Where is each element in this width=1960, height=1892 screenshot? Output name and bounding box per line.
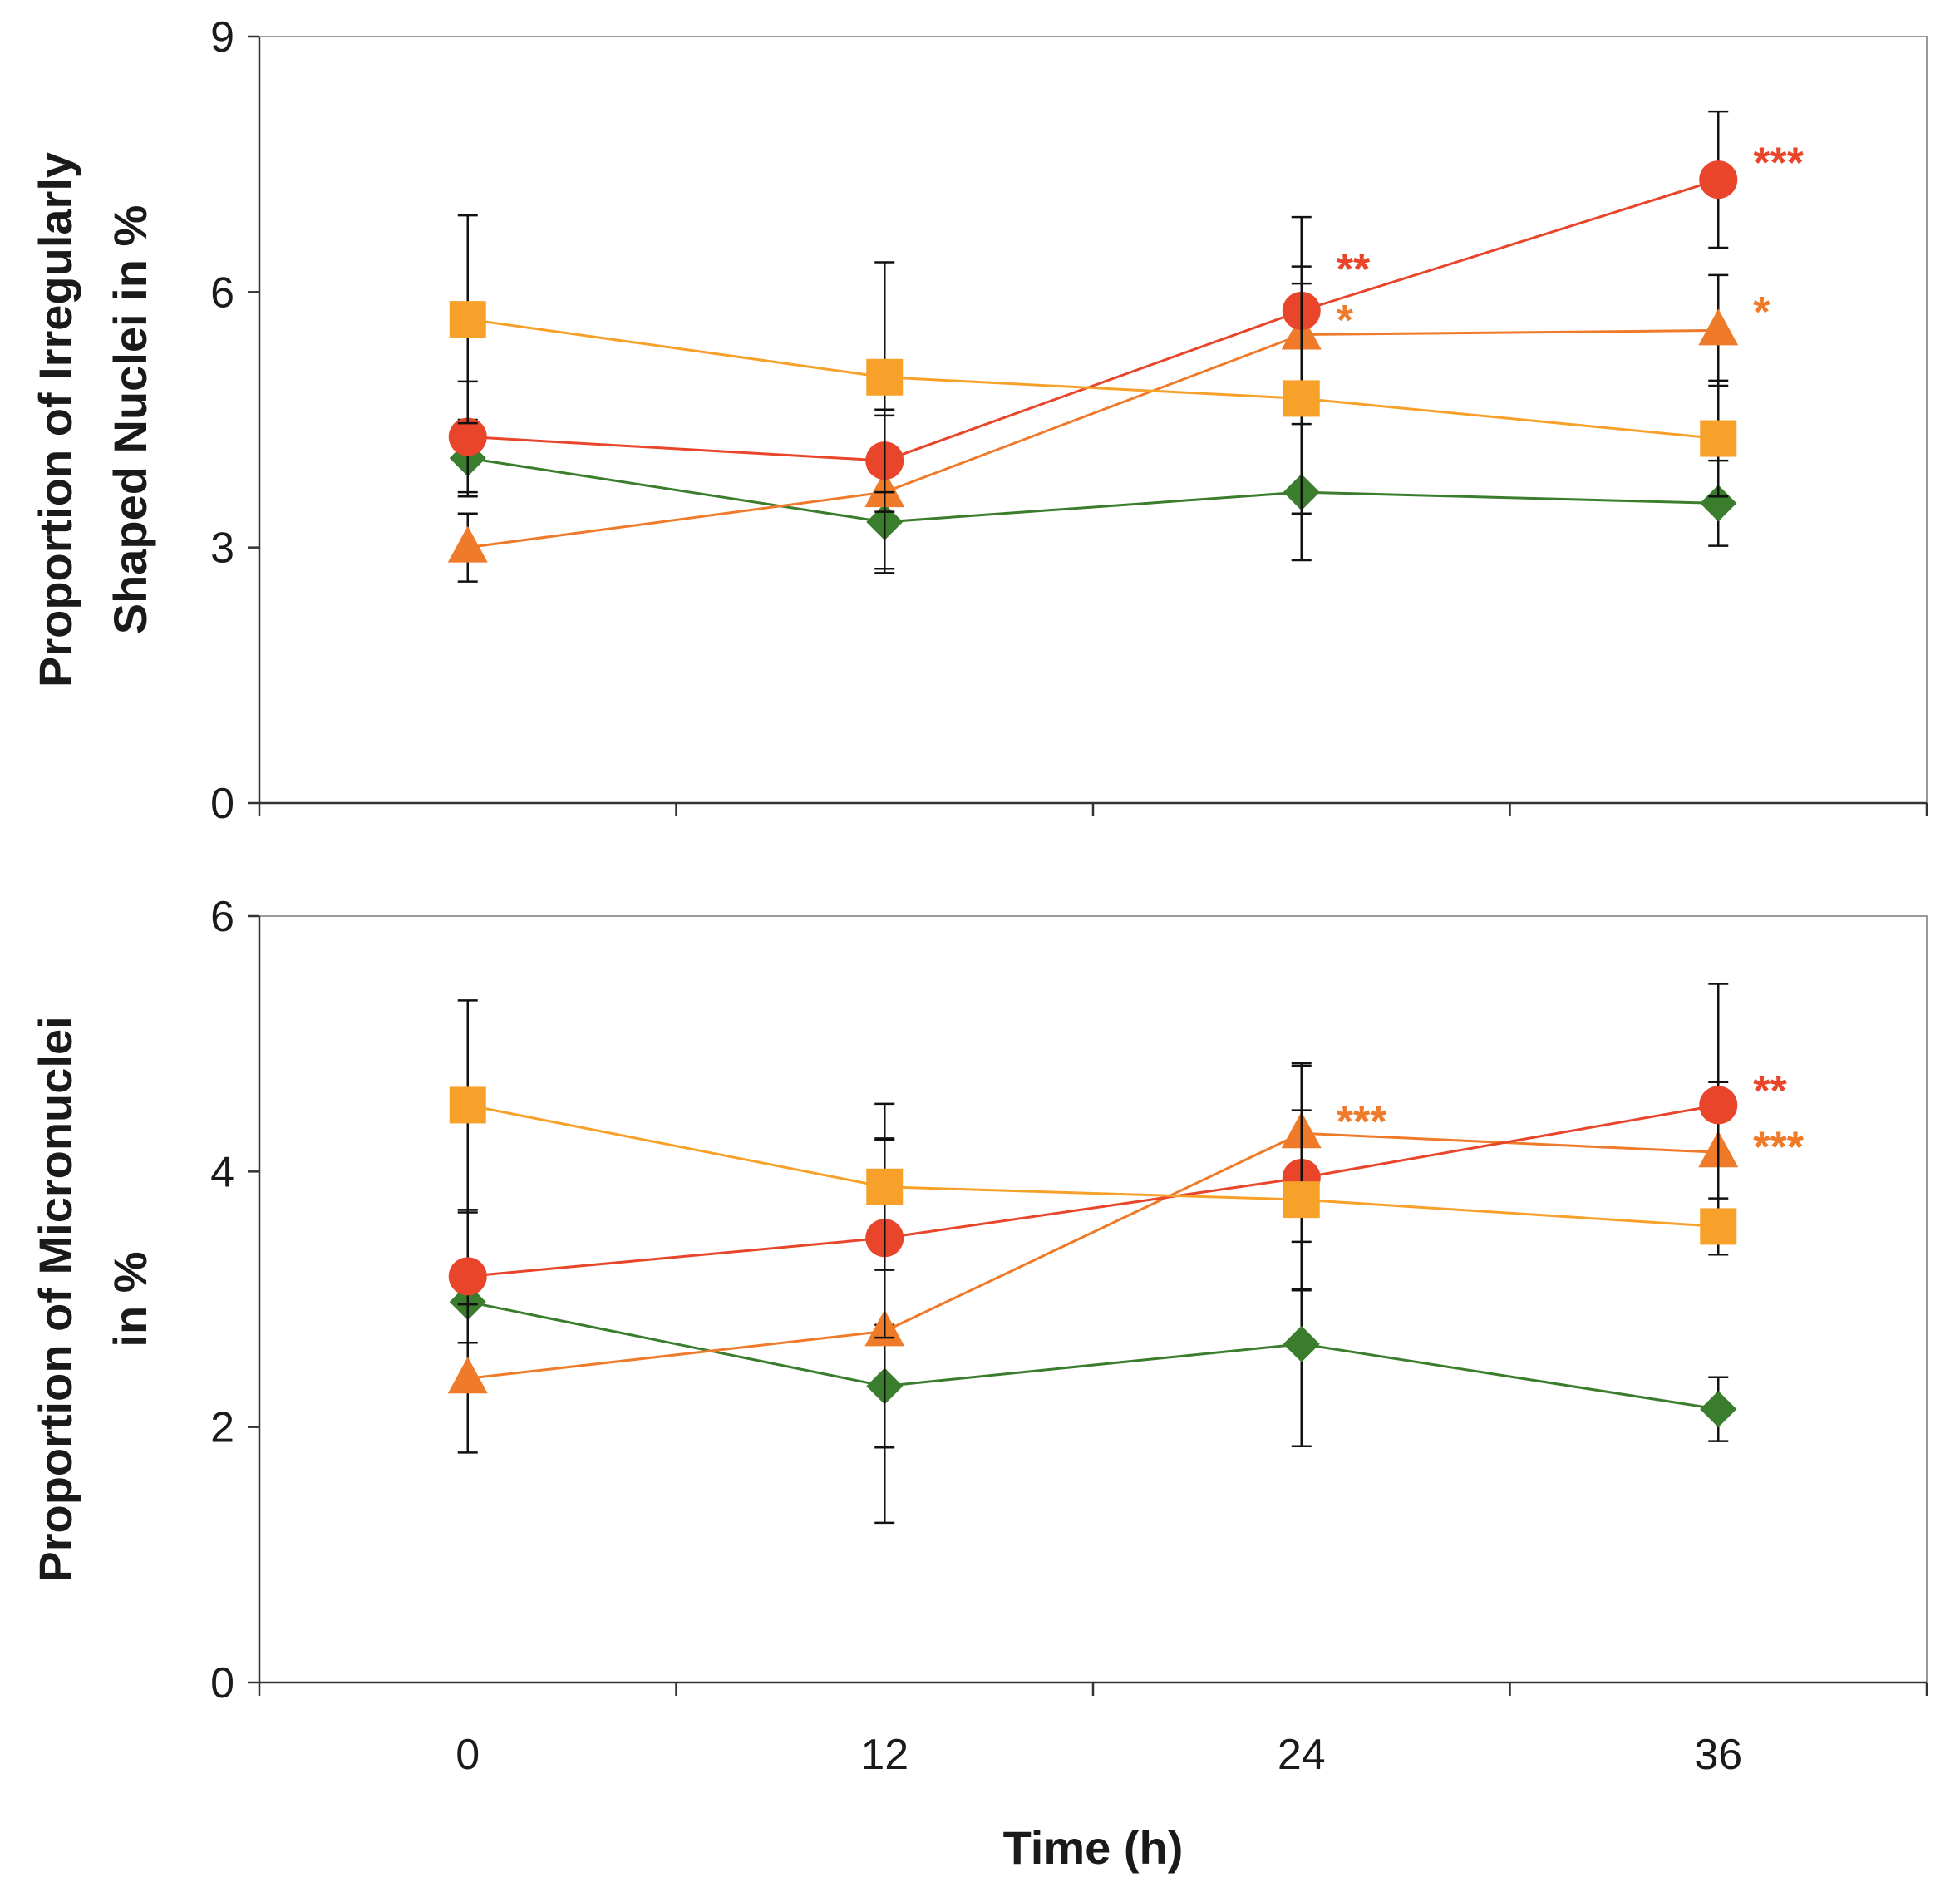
significance-label: ***: [1753, 1124, 1804, 1172]
series-triangle-orange: [447, 265, 1739, 583]
plot-frame: [259, 915, 1928, 1683]
y-tick-label: 6: [210, 893, 234, 941]
data-point-square: [1700, 420, 1737, 457]
data-point-triangle: [1698, 308, 1739, 346]
significance-label: **: [1753, 1067, 1787, 1116]
y-axis-title: Proportion of Irregularly Shaped Nuclei i…: [29, 152, 156, 687]
data-point-square: [1283, 1181, 1320, 1219]
series-square-yellow: [449, 999, 1737, 1290]
series-line: [467, 1300, 1719, 1411]
y-axis-title: Proportion of Micronuclei in %: [29, 1016, 156, 1582]
significance-label: ***: [1337, 1098, 1387, 1146]
x-tick-label: 24: [1278, 1731, 1326, 1779]
series-line: [467, 318, 1719, 441]
plot-frame: [259, 36, 1928, 804]
series-circle-red: [448, 110, 1738, 513]
data-point-square: [1700, 1208, 1737, 1245]
significance-label: *: [1753, 288, 1770, 337]
data-point-square: [866, 1168, 904, 1205]
data-point-diamond: [1700, 1391, 1737, 1428]
series-diamond-green: [449, 418, 1737, 574]
significance-label: ***: [1753, 140, 1804, 188]
series-triangle-orange: [447, 1062, 1739, 1525]
data-point-circle: [1699, 1086, 1738, 1125]
series-circle-red: [448, 983, 1738, 1344]
series-line: [467, 456, 1719, 524]
series-line: [467, 1103, 1719, 1228]
series-line: [467, 1131, 1719, 1380]
y-axis-title-line: Shaped Nuclei in %: [104, 205, 156, 635]
significance-label: **: [1337, 246, 1371, 294]
series-diamond-green: [449, 1211, 1737, 1449]
series-square-yellow: [449, 214, 1737, 515]
x-tick-label: 0: [456, 1731, 480, 1779]
data-point-triangle: [447, 525, 488, 563]
top-chart-irregular-nuclei: 0 3 6 9 Proportion of Irregularly Shaped Nucl…: [29, 13, 1928, 828]
y-axis-title-line: Proportion of Irregularly: [29, 152, 81, 687]
series-line: [467, 328, 1719, 549]
x-tick-label: 12: [860, 1731, 909, 1779]
data-point-diamond: [1283, 1325, 1320, 1362]
y-axis-title-line: Proportion of Micronuclei: [29, 1016, 81, 1582]
y-tick-label: 2: [210, 1404, 234, 1452]
significance-label: *: [1337, 297, 1354, 345]
data-point-triangle: [447, 1357, 488, 1394]
y-tick-label: 0: [210, 1659, 234, 1707]
x-tick-label: 36: [1694, 1731, 1742, 1779]
y-tick-label: 4: [210, 1148, 234, 1196]
data-point-circle: [448, 1257, 487, 1296]
data-point-square: [1283, 380, 1320, 417]
y-axis-title-line: in %: [104, 1251, 156, 1347]
data-point-square: [449, 1086, 486, 1124]
y-tick-label: 3: [210, 525, 234, 573]
y-tick-label: 6: [210, 269, 234, 317]
data-point-diamond: [1700, 485, 1737, 522]
data-point-square: [449, 301, 486, 338]
series-line: [467, 178, 1719, 462]
x-axis-title: Time (h): [1003, 1821, 1184, 1874]
y-tick-label: 0: [210, 780, 234, 828]
y-tick-label: 9: [210, 13, 234, 62]
data-point-circle: [1699, 160, 1738, 200]
data-point-circle: [448, 417, 487, 456]
series-line: [467, 1103, 1719, 1278]
data-point-square: [866, 358, 904, 396]
